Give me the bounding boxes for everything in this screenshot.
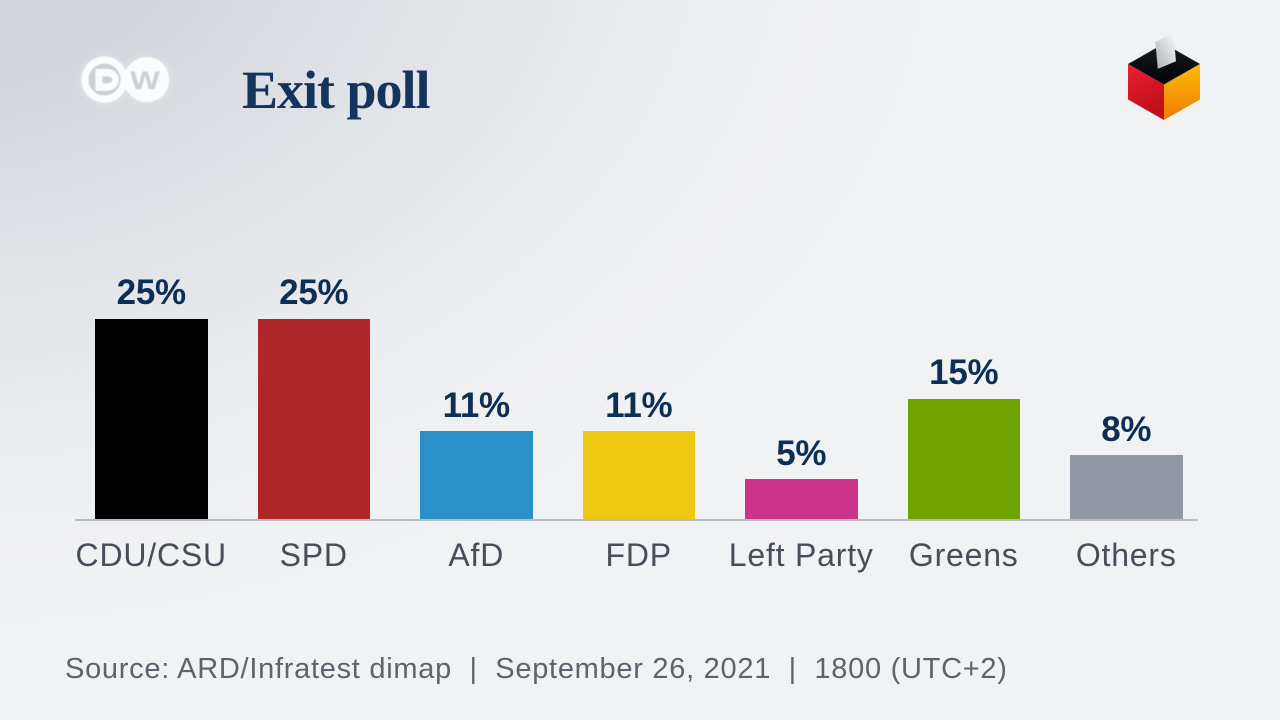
svg-text:W: W — [130, 67, 160, 95]
